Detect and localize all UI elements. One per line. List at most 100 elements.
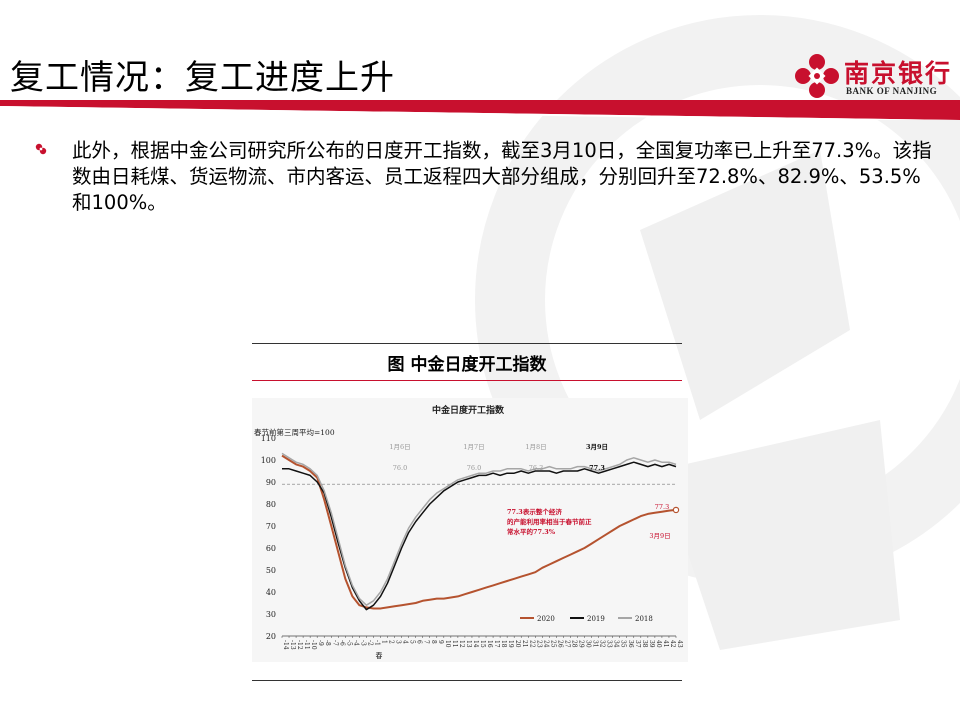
x-tick-label: 35 xyxy=(620,640,627,648)
x-tick-label: 23 xyxy=(535,640,542,648)
red-note-line: 常水平的77.3% xyxy=(507,527,556,536)
x-tick-label: 8 xyxy=(430,640,437,644)
x-tick-label: -1 xyxy=(373,640,380,646)
x-tick-label: -13 xyxy=(289,640,296,650)
x-tick-label: 24 xyxy=(542,640,549,648)
x-tick-label: -7 xyxy=(331,640,338,646)
x-tick-label: -6 xyxy=(338,640,345,646)
legend-label-2020: 2020 xyxy=(537,615,555,623)
x-tick-label: -14 xyxy=(282,640,289,650)
x-tick-label: 39 xyxy=(648,640,655,648)
x-tick-label: 34 xyxy=(613,640,620,648)
x-tick-label: -5 xyxy=(345,640,352,646)
x-tick-label: 22 xyxy=(528,640,535,648)
x-tick-label: 14 xyxy=(472,640,479,648)
figure-caption: 图 中金日度开工指数 xyxy=(387,355,547,375)
x-tick-label: 25 xyxy=(549,640,556,648)
x-tick-label: 37 xyxy=(634,640,641,648)
slide-title: 复工情况：复工进度上升 xyxy=(10,58,395,98)
x-tick-label: 27 xyxy=(563,640,570,648)
value-annotation: 76.3 xyxy=(529,464,543,472)
x-tick-label: -3 xyxy=(359,640,366,646)
x-tick-label: 12 xyxy=(458,640,465,648)
y-tick-label: 100 xyxy=(261,456,276,465)
figure-bottom-rule xyxy=(252,680,682,681)
title-rule xyxy=(0,100,960,120)
x-tick-label: 17 xyxy=(493,640,500,648)
red-note-line: 77.3表示整个经济 xyxy=(507,507,562,516)
x-tick-label: 28 xyxy=(570,640,577,648)
x-tick-label: -8 xyxy=(324,640,331,646)
chart-title: 中金日度开工指数 xyxy=(432,404,505,416)
legend-label-2018: 2018 xyxy=(635,615,653,623)
date-annotation-bold: 3月9日 xyxy=(586,443,608,451)
x-tick-label: 6 xyxy=(416,640,423,644)
x-tick-label: 40 xyxy=(655,640,662,648)
x-tick-label: 18 xyxy=(500,640,507,648)
y-tick-label: 80 xyxy=(266,500,276,509)
x-tick-label: 38 xyxy=(641,640,648,648)
date-annotation-red: 3月9日 xyxy=(649,532,670,540)
x-tick-label: -2 xyxy=(366,640,373,646)
x-tick-label: 1 xyxy=(381,640,388,644)
x-tick-label: 7 xyxy=(423,640,430,644)
logo-emblem-icon xyxy=(795,54,839,98)
y-tick-label: 50 xyxy=(266,566,276,575)
x-tick-label: -12 xyxy=(296,640,303,650)
x-tick-label: 2 xyxy=(388,640,395,644)
endpoint-marker-2020 xyxy=(672,506,680,514)
x-tick-label: 32 xyxy=(599,640,606,648)
body-paragraph: 此外，根据中金公司研究所公布的日度开工指数，截至3月10日，全国复功率已上升至7… xyxy=(72,139,932,214)
series-line-2018 xyxy=(281,452,677,606)
y-tick-label: 20 xyxy=(266,632,276,641)
x-tick-label: 33 xyxy=(606,640,613,648)
y-axis-label: 春节前第三周平均=100 xyxy=(254,427,335,437)
bullet-icon xyxy=(35,143,47,155)
logo-english-name: BANK OF NANJING xyxy=(846,86,938,96)
figure-caption-rule xyxy=(252,380,682,381)
x-tick-label: 19 xyxy=(507,640,514,648)
x-axis-annotation: 春 xyxy=(375,651,382,660)
figure-top-rule xyxy=(252,343,682,344)
value-annotation: 76.0 xyxy=(393,464,407,472)
x-tick-label: -4 xyxy=(352,640,359,646)
date-annotation: 1月8日 xyxy=(525,443,546,451)
bank-logo: 南京银行 BANK OF NANJING xyxy=(794,52,954,100)
date-annotation: 1月6日 xyxy=(389,443,410,451)
x-tick-label: 26 xyxy=(556,640,563,648)
x-tick-label: 42 xyxy=(669,640,676,648)
x-tick-label: 43 xyxy=(676,640,683,648)
line-chart: 中金日度开工指数 春节前第三周平均=100 20 30 40 50 60 70 80 90 10… xyxy=(254,404,683,660)
x-tick-label: -9 xyxy=(317,640,324,646)
logo-name: 南京银行 xyxy=(844,59,953,88)
x-tick-label: -10 xyxy=(310,640,317,650)
date-annotation: 1月7日 xyxy=(463,443,484,451)
y-tick-label: 40 xyxy=(266,588,276,597)
x-tick-label: 31 xyxy=(592,640,599,648)
y-tick-label: 90 xyxy=(266,478,276,487)
legend-label-2019: 2019 xyxy=(587,615,605,623)
x-tick-label: 30 xyxy=(585,640,592,648)
x-tick-label: 29 xyxy=(578,640,585,648)
x-tick-label: 13 xyxy=(465,640,472,648)
x-tick-label: 15 xyxy=(479,640,486,648)
x-tick-label: 3 xyxy=(395,640,402,644)
value-annotation-red: 77.3 xyxy=(655,503,669,511)
x-tick-label: 21 xyxy=(521,640,528,648)
value-annotation: 76.0 xyxy=(467,464,481,472)
red-note-line: 的产能利用率相当于春节前正 xyxy=(507,517,592,526)
series-line-2020 xyxy=(281,454,677,610)
x-tick-label: 41 xyxy=(662,640,669,648)
y-tick-label: 30 xyxy=(266,610,276,619)
chart-panel: 中金日度开工指数 春节前第三周平均=100 20 30 40 50 60 70 80 90 10… xyxy=(252,398,688,662)
y-tick-label: 110 xyxy=(261,434,276,443)
y-tick-label: 70 xyxy=(266,522,276,531)
x-tick-label: 9 xyxy=(437,640,444,644)
y-tick-label: 60 xyxy=(266,544,276,553)
value-annotation-bold: 77.3 xyxy=(589,464,605,472)
x-tick-label: 20 xyxy=(514,640,521,648)
x-tick-label: -11 xyxy=(303,640,310,650)
x-tick-label: 11 xyxy=(451,640,458,648)
x-tick-label: 4 xyxy=(402,640,409,644)
x-tick-label: 5 xyxy=(409,640,416,644)
